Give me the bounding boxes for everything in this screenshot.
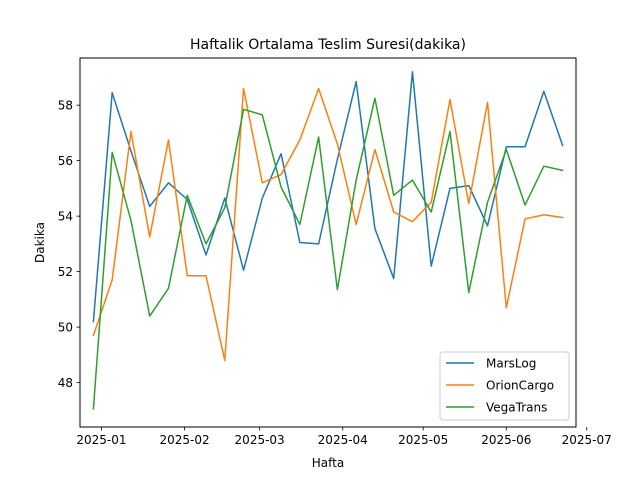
series-layer	[92, 71, 564, 410]
series-line-orioncargo	[92, 87, 564, 362]
y-tick-label: 56	[58, 154, 73, 168]
x-tick-label: 2025-07	[562, 433, 612, 447]
legend-frame	[439, 351, 570, 421]
chart-title: Haftalik Ortalama Teslim Suresi(dakika)	[190, 37, 466, 53]
series-line-vegatrans	[92, 97, 564, 410]
y-axis: 48 50 52 54 56 58	[58, 99, 80, 390]
y-tick-label: 54	[58, 210, 73, 224]
legend-label-marslog: MarsLog	[486, 357, 536, 371]
y-tick-label: 50	[58, 321, 73, 335]
legend-label-orioncargo: OrionCargo	[486, 379, 554, 393]
x-tick-label: 2025-03	[235, 433, 285, 447]
x-tick-label: 2025-04	[318, 433, 368, 447]
y-tick-label: 52	[58, 265, 73, 279]
y-tick-label: 58	[58, 99, 73, 113]
legend-label-vegatrans: VegaTrans	[486, 401, 547, 415]
x-tick-label: 2025-01	[76, 433, 126, 447]
plot-frame	[79, 57, 577, 428]
x-tick-label: 2025-05	[398, 433, 448, 447]
y-axis-label: Dakika	[33, 222, 47, 263]
x-tick-label: 2025-06	[481, 433, 531, 447]
x-tick-label: 2025-02	[159, 433, 209, 447]
legend: MarsLog OrionCargo VegaTrans	[439, 351, 570, 421]
y-tick-label: 48	[58, 376, 73, 390]
x-axis-label: Hafta	[312, 456, 344, 470]
x-axis: 2025-01 2025-02 2025-03 2025-04 2025-05 2025-…	[76, 427, 612, 447]
